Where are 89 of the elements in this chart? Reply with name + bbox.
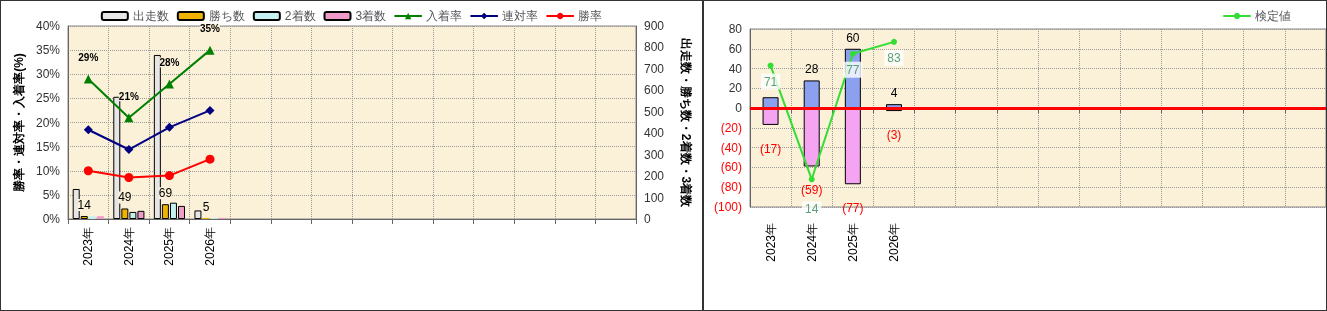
bar [803,108,820,167]
point [164,122,174,132]
legend-label: 勝ち数 [208,9,245,23]
y2-tick-label: 400 [644,126,665,141]
point [205,45,215,55]
y-tick-label: 0% [42,212,61,226]
y-tick-label: 60 [728,41,743,56]
y2-tick-label: 500 [644,104,665,119]
y-tick-label: 0 [735,101,743,116]
y-tick-label: 40 [728,61,743,76]
point [124,113,134,123]
x-tick-label: 2024年 [121,227,136,266]
data-label: (3) [886,128,902,143]
point [124,173,134,182]
y-tick-label: 80 [728,22,743,36]
y-tick-label: (80) [720,180,742,195]
x-tick-label: 2023年 [763,223,778,262]
legend-label: 3着数 [355,9,387,23]
data-label: (77) [842,201,864,216]
data-label: 28 [805,62,819,77]
bar [762,108,779,125]
y-tick-label: 10% [35,163,61,178]
data-label: 60 [846,30,860,45]
x-tick-label: 2023年 [81,227,96,266]
x-tick-label: 2026年 [203,227,217,266]
legend-label: 検定値 [1255,9,1291,23]
data-label: 69 [158,186,173,201]
data-label: 21% [118,90,139,102]
legend-label: 連対率 [502,9,539,23]
data-label: 28% [159,56,180,68]
y2-axis-title: 出走数・勝ち数・2着数・3着数 [679,37,693,209]
y-tick-label: 5% [42,187,61,202]
legend-label: 勝率 [578,9,603,23]
point [124,145,134,155]
x-tick-label: 2024年 [804,223,819,262]
bar [762,97,779,109]
y-tick-label: (20) [720,120,742,135]
y-tick-label: (60) [720,160,742,175]
point [808,176,815,183]
point [83,74,93,84]
y-tick-label: 20% [35,115,61,130]
x-tick-label: 2026年 [887,223,901,262]
annotation: 71 [763,74,778,89]
y-tick-label: (100) [713,200,742,214]
bar [194,210,202,219]
data-label: 4 [890,86,898,101]
y2-tick-label: 100 [644,190,665,205]
y-tick-label: 15% [35,139,61,154]
y-tick-label: 30% [35,67,61,82]
data-label: (59) [801,183,823,198]
point [891,38,897,45]
y-tick-label: 35% [35,43,61,58]
data-label: 5 [202,199,210,214]
y-tick-label: 25% [35,91,61,106]
x-tick-label: 2025年 [162,227,177,266]
point [205,154,215,164]
point [83,125,93,135]
annotation: 77 [846,62,860,77]
data-label: (17) [759,141,782,156]
y2-tick-label: 200 [644,169,665,184]
data-label: 49 [118,190,132,205]
annotation: 83 [887,50,901,65]
legend-label: 2着数 [284,9,316,23]
annotation: 14 [805,202,819,217]
bar [803,80,820,109]
y2-tick-label: 800 [644,40,665,55]
bar [96,216,104,219]
y-tick-label: 20 [728,81,743,96]
bar [88,216,96,219]
bar [844,108,861,185]
point [83,166,93,176]
point [164,171,174,181]
legend-label: 入着率 [426,9,463,23]
point [767,62,774,69]
point [849,50,856,57]
point [205,105,215,115]
data-label: 14 [77,198,92,212]
y2-tick-label: 900 [644,19,665,33]
y-tick-label: (40) [720,140,742,155]
x-tick-label: 2025年 [845,223,860,262]
data-label: 29% [78,52,99,64]
data-label: 35% [199,23,221,35]
y2-tick-label: 700 [644,61,665,76]
y-axis-title: 勝率・連対率・入着率(%) [12,53,27,193]
y-tick-label: 40% [35,19,61,33]
y2-tick-label: 300 [644,147,665,162]
legend-label: 出走数 [132,9,169,23]
y2-tick-label: 600 [644,83,665,98]
y2-tick-label: 0 [644,212,651,226]
